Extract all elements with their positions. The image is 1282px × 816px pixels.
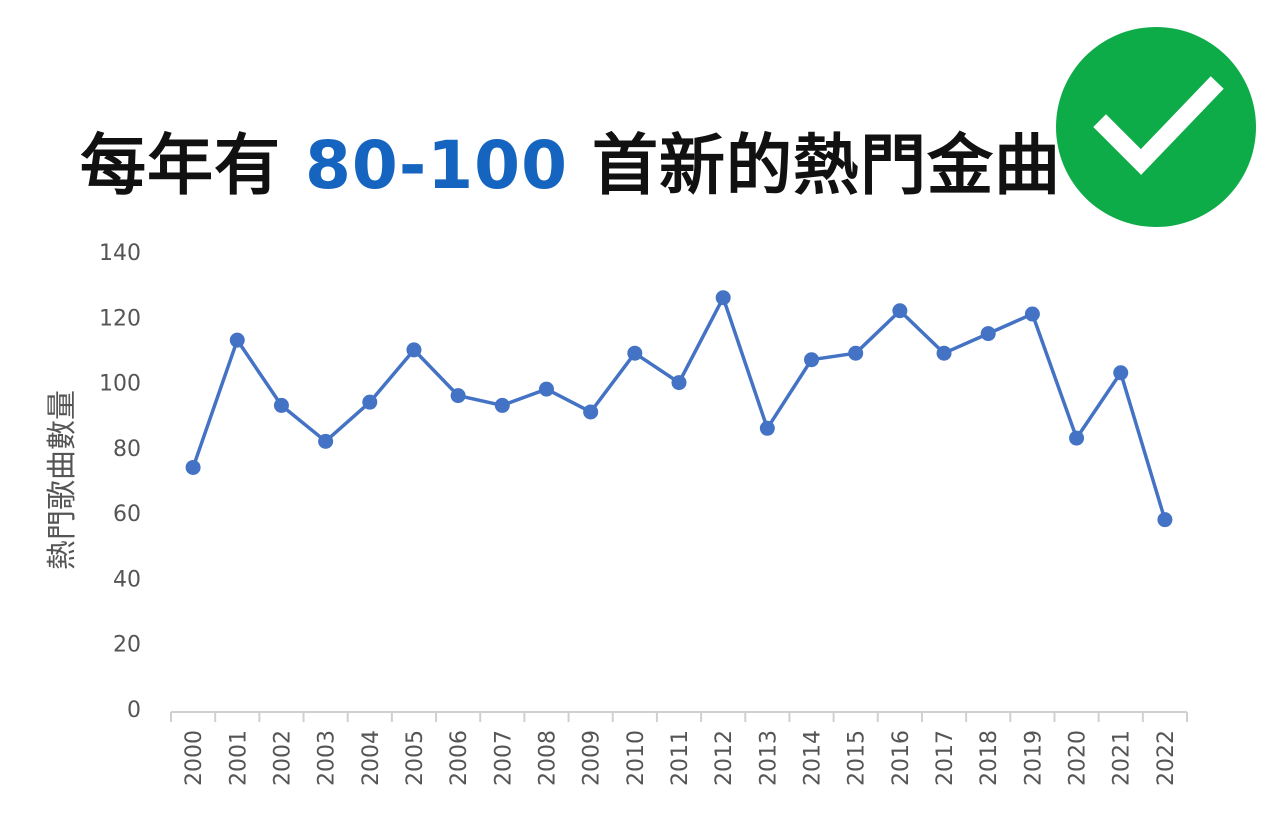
y-tick-label: 40 — [113, 567, 141, 592]
x-tick-label: 2013 — [756, 730, 781, 786]
x-tick-label: 2015 — [845, 730, 870, 786]
x-tick-label: 2004 — [359, 730, 384, 786]
y-tick-label: 80 — [113, 437, 141, 462]
page-title: 每年有 80-100 首新的熱門金曲 — [80, 112, 1061, 208]
data-point — [892, 303, 908, 319]
title-suffix: 首新的熱門金曲 — [591, 127, 1061, 204]
x-tick-label: 2016 — [889, 730, 914, 786]
data-point — [936, 345, 952, 361]
x-tick-label: 2002 — [270, 730, 295, 786]
data-point — [1069, 430, 1085, 446]
x-tick-label: 2022 — [1154, 730, 1179, 786]
data-point — [848, 345, 864, 361]
x-tick-label: 2005 — [403, 730, 428, 786]
data-point — [980, 326, 996, 342]
y-tick-label: 120 — [99, 306, 141, 331]
x-tick-label: 2000 — [182, 730, 207, 786]
data-point — [1157, 512, 1173, 528]
title-highlight: 80-100 — [304, 127, 568, 204]
data-point — [1113, 365, 1129, 381]
data-point — [185, 459, 201, 475]
x-tick-label: 2001 — [226, 730, 251, 786]
series-line — [191, 295, 1167, 521]
x-tick-label: 2009 — [580, 730, 605, 786]
data-point — [804, 352, 820, 368]
x-tick-label: 2019 — [1021, 730, 1046, 786]
data-point — [318, 433, 334, 449]
y-tick-label: 60 — [113, 502, 141, 527]
x-tick-label: 2020 — [1066, 730, 1091, 786]
x-tick-label: 2012 — [712, 730, 737, 786]
data-point — [362, 394, 378, 410]
x-tick-label: 2008 — [535, 730, 560, 786]
data-point — [627, 345, 643, 361]
data-point — [273, 397, 289, 413]
data-point — [229, 332, 245, 348]
x-tick-label: 2006 — [447, 730, 472, 786]
x-tick-label: 2003 — [315, 730, 340, 786]
x-tick-label: 2007 — [491, 730, 516, 786]
check-badge — [1056, 27, 1256, 227]
data-point — [759, 420, 775, 436]
title-prefix: 每年有 — [80, 127, 281, 204]
data-point — [406, 342, 422, 358]
y-tick-label: 140 — [99, 241, 141, 266]
y-axis-label: 熱門歌曲數量 — [45, 390, 80, 570]
data-point — [450, 388, 466, 404]
x-tick-label: 2017 — [933, 730, 958, 786]
checkmark-icon — [1093, 76, 1224, 175]
data-point — [583, 404, 599, 420]
x-tick-label: 2011 — [668, 730, 693, 786]
y-tick-label: 20 — [113, 633, 141, 658]
data-point — [715, 290, 731, 306]
x-tick-label: 2010 — [624, 730, 649, 786]
data-point — [671, 375, 687, 391]
y-tick-label: 100 — [99, 372, 141, 397]
data-point — [538, 381, 554, 397]
data-point — [494, 397, 510, 413]
x-tick-label: 2018 — [977, 730, 1002, 786]
y-tick-label: 0 — [127, 698, 141, 723]
data-point — [1024, 306, 1040, 322]
x-tick-label: 2021 — [1110, 730, 1135, 786]
x-tick-label: 2014 — [801, 730, 826, 786]
